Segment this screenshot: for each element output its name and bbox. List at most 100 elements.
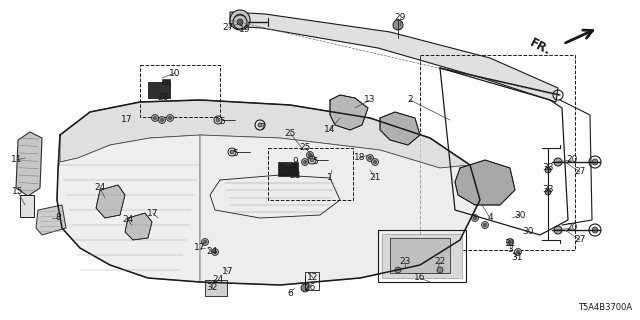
Text: 24: 24 xyxy=(94,183,106,193)
Bar xyxy=(420,55,575,250)
Text: 13: 13 xyxy=(364,95,376,105)
Circle shape xyxy=(393,20,403,30)
Polygon shape xyxy=(455,160,515,205)
Circle shape xyxy=(516,251,520,253)
Text: 20: 20 xyxy=(566,223,578,233)
Circle shape xyxy=(301,284,309,292)
Text: 25: 25 xyxy=(284,129,296,138)
Text: 10: 10 xyxy=(169,68,180,77)
Polygon shape xyxy=(57,100,480,285)
Circle shape xyxy=(506,238,513,245)
Text: 23: 23 xyxy=(399,258,411,267)
Text: 3: 3 xyxy=(507,245,513,254)
Text: 5: 5 xyxy=(312,157,318,166)
Text: 19: 19 xyxy=(239,26,251,35)
Text: 2: 2 xyxy=(407,95,413,105)
Circle shape xyxy=(483,223,486,227)
Text: 33: 33 xyxy=(542,186,554,195)
Circle shape xyxy=(481,221,488,228)
Circle shape xyxy=(367,155,374,162)
Polygon shape xyxy=(96,185,125,218)
Circle shape xyxy=(152,115,159,122)
Text: 29: 29 xyxy=(394,13,406,22)
Circle shape xyxy=(258,123,262,127)
Text: 5: 5 xyxy=(219,117,225,126)
Text: 28: 28 xyxy=(289,171,301,180)
Polygon shape xyxy=(230,12,558,102)
Circle shape xyxy=(474,217,477,220)
Text: 17: 17 xyxy=(195,244,205,252)
Text: 18: 18 xyxy=(355,154,365,163)
Text: 24: 24 xyxy=(206,247,218,257)
Circle shape xyxy=(592,227,598,233)
Bar xyxy=(268,148,353,200)
Text: 14: 14 xyxy=(324,125,336,134)
Circle shape xyxy=(472,214,479,221)
Circle shape xyxy=(211,249,218,255)
Bar xyxy=(378,230,466,282)
Text: 9: 9 xyxy=(292,157,298,166)
Polygon shape xyxy=(36,205,66,235)
Bar xyxy=(140,65,220,117)
Text: 28: 28 xyxy=(157,93,169,102)
Bar xyxy=(305,272,319,290)
Circle shape xyxy=(301,158,308,165)
Polygon shape xyxy=(330,95,368,130)
Circle shape xyxy=(230,150,234,154)
Circle shape xyxy=(230,10,250,30)
Text: 8: 8 xyxy=(55,213,61,222)
Text: 27: 27 xyxy=(222,23,234,33)
Polygon shape xyxy=(60,100,470,168)
Circle shape xyxy=(369,156,371,159)
Circle shape xyxy=(216,118,220,122)
Bar xyxy=(205,280,227,296)
Text: T5A4B3700A: T5A4B3700A xyxy=(578,303,632,312)
Circle shape xyxy=(374,161,376,164)
Text: 17: 17 xyxy=(222,268,234,276)
Polygon shape xyxy=(380,112,420,145)
Bar xyxy=(148,82,170,98)
Text: 15: 15 xyxy=(12,188,24,196)
Bar xyxy=(20,195,34,217)
Polygon shape xyxy=(200,135,480,285)
Circle shape xyxy=(554,226,562,234)
Circle shape xyxy=(161,118,163,122)
Circle shape xyxy=(515,249,522,255)
Polygon shape xyxy=(125,213,152,240)
Circle shape xyxy=(310,158,314,162)
Circle shape xyxy=(168,116,172,119)
Circle shape xyxy=(303,161,307,164)
Circle shape xyxy=(159,116,166,124)
Text: 30: 30 xyxy=(522,228,534,236)
Text: 20: 20 xyxy=(566,156,578,164)
Text: 16: 16 xyxy=(414,274,426,283)
Text: 31: 31 xyxy=(504,238,516,247)
Circle shape xyxy=(234,14,246,26)
Text: 32: 32 xyxy=(206,284,218,292)
Circle shape xyxy=(437,267,443,273)
Text: 24: 24 xyxy=(212,276,223,284)
Text: 17: 17 xyxy=(147,209,159,218)
Text: 6: 6 xyxy=(287,289,293,298)
Text: 11: 11 xyxy=(12,156,23,164)
Circle shape xyxy=(545,167,551,173)
Bar xyxy=(390,238,450,273)
Polygon shape xyxy=(16,132,42,196)
Circle shape xyxy=(202,238,209,245)
Circle shape xyxy=(166,115,173,122)
Text: 21: 21 xyxy=(369,173,381,182)
Circle shape xyxy=(545,189,551,195)
Text: 17: 17 xyxy=(121,116,132,124)
Text: 5: 5 xyxy=(232,148,238,157)
Circle shape xyxy=(214,251,216,253)
Bar xyxy=(382,234,462,278)
Text: 27: 27 xyxy=(574,236,586,244)
Text: 4: 4 xyxy=(487,213,493,222)
Circle shape xyxy=(308,154,312,156)
Bar xyxy=(278,162,298,176)
Text: 27: 27 xyxy=(574,167,586,177)
Text: 30: 30 xyxy=(515,211,525,220)
Text: 7: 7 xyxy=(259,124,265,132)
Text: FR.: FR. xyxy=(527,36,553,58)
Text: 33: 33 xyxy=(542,164,554,172)
